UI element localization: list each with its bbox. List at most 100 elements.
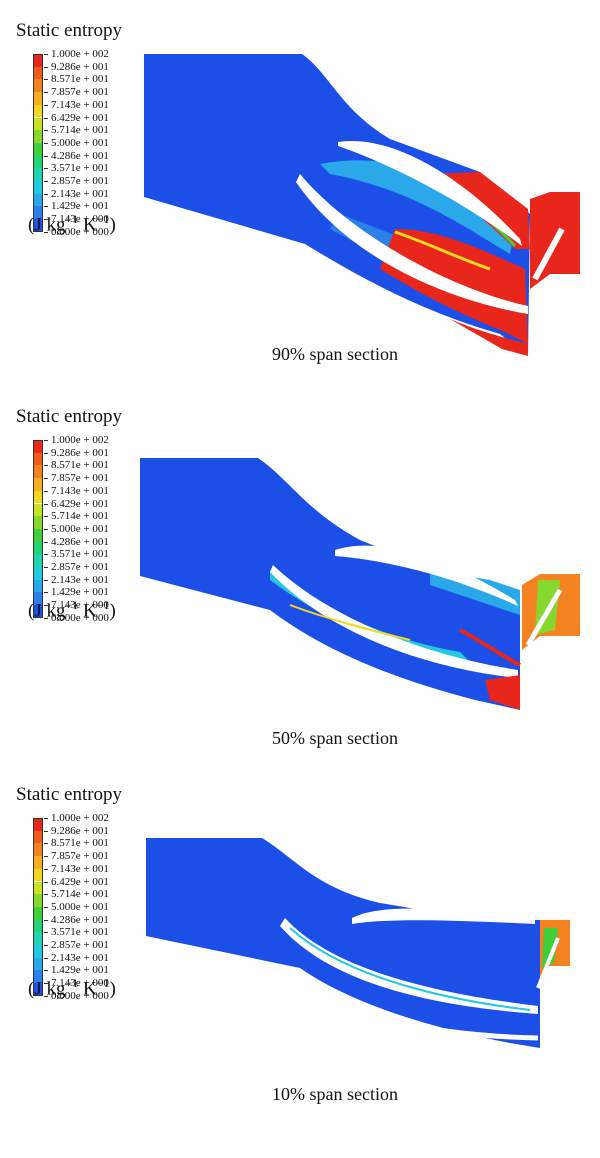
colorbar-tick-label: 3.571e + 001	[51, 926, 109, 939]
colorbar-swatch	[33, 193, 43, 207]
colorbar-tick	[44, 452, 48, 454]
colorbar-tick	[44, 117, 48, 119]
colorbar-swatch	[33, 490, 43, 504]
colorbar-tick-label: 5.714e + 001	[51, 888, 109, 901]
colorbar-tick	[44, 579, 48, 581]
colorbar-swatch	[33, 983, 43, 996]
colorbar-tick-label: 5.000e + 001	[51, 900, 109, 913]
colorbar-tick	[44, 970, 48, 972]
colorbar-tick-label: 4.286e + 001	[51, 913, 109, 926]
colorbar-tick-label: 7.857e + 001	[51, 86, 109, 99]
colorbar-tick-label: 7.143e + 001	[51, 484, 109, 497]
section-caption: 10% span section	[272, 1084, 398, 1104]
colorbar-tick	[44, 906, 48, 908]
colorbar-tick-label: 8.571e + 001	[51, 459, 109, 472]
colorbar-swatch	[33, 92, 43, 105]
colorbar-tick-label: 2.143e + 001	[51, 573, 109, 586]
colorbar-tick-label: 7.143e + 001	[51, 862, 109, 875]
blade-lower	[280, 918, 538, 1014]
blade-boundary-layer	[289, 927, 531, 1011]
colorbar-tick	[44, 66, 48, 68]
colorbar-swatch	[33, 503, 43, 517]
shear-layer	[394, 230, 491, 271]
colorbar-tick	[44, 592, 48, 594]
colorbar-swatch	[33, 54, 43, 67]
colorbar-tick-label: 9.286e + 001	[51, 446, 109, 459]
colorbar-tick	[44, 54, 48, 55]
colorbar-tick	[44, 983, 48, 985]
colorbar-tick	[44, 440, 48, 441]
colorbar-tick	[44, 881, 48, 883]
colorbar-swatch	[33, 142, 43, 156]
colorbar-tick-label: 4.286e + 001	[51, 149, 109, 162]
colorbar-swatch	[33, 117, 43, 131]
colorbar-tick	[44, 818, 48, 819]
colorbar-swatch	[33, 830, 43, 844]
colorbar-tick	[44, 617, 48, 619]
colorbar-swatch	[33, 541, 43, 555]
rotor-block-shade	[542, 928, 558, 968]
colorbar-swatch	[33, 818, 43, 831]
colorbar-swatch	[33, 868, 43, 882]
colorbar-swatch	[33, 932, 43, 945]
colorbar-tick-label: 5.714e + 001	[51, 510, 109, 523]
colorbar-tick	[44, 567, 48, 568]
colorbar-tick	[44, 219, 48, 221]
colorbar-tick	[44, 231, 48, 233]
contour-plot-50-span	[140, 458, 580, 710]
colorbar-tick-label: 1.429e + 001	[51, 200, 109, 213]
colorbar-tick-label: 6.429e + 001	[51, 111, 109, 124]
blade-upper	[335, 545, 518, 606]
colorbar-tick-label: 1.429e + 001	[51, 964, 109, 977]
colorbar-swatch	[33, 919, 43, 933]
section-caption: 90% span section	[272, 344, 398, 364]
rotor-blade	[532, 227, 565, 281]
wake-region-upper	[430, 570, 520, 615]
colorbar-tick-label: 1.000e + 002	[51, 434, 109, 446]
colorbar-tick	[44, 541, 48, 543]
colorbar-tick-label: 1.429e + 001	[51, 586, 109, 599]
colorbar-swatch	[33, 155, 43, 169]
colorbar-swatch	[33, 452, 43, 466]
colorbar-tick-label: 4.286e + 001	[51, 535, 109, 548]
colorbar-swatch	[33, 528, 43, 542]
colorbar-tick	[44, 155, 48, 157]
colorbar-tick	[44, 503, 48, 505]
colorbar-tick-label: 2.857e + 001	[51, 939, 109, 951]
colorbar-tick-label: 1.000e + 002	[51, 48, 109, 60]
panel-50-span: Static entropy 1.000e + 002 9.286e + 001 8…	[0, 400, 600, 780]
colorbar-tick-label: 6.429e + 001	[51, 875, 109, 888]
colorbar-swatch	[33, 856, 43, 869]
colorbar-tick-label: 8.571e + 001	[51, 837, 109, 850]
colorbar-tick	[44, 130, 48, 132]
colorbar-swatch	[33, 970, 43, 984]
contour-plot-90-span	[144, 54, 580, 356]
colorbar-tick	[44, 516, 48, 518]
colorbar-swatch	[33, 592, 43, 606]
colorbar-tick	[44, 856, 48, 858]
colorbar-tick-label: 7.857e + 001	[51, 472, 109, 485]
colorbar-tick-label: 6.429e + 001	[51, 497, 109, 510]
colorbar-swatch	[33, 478, 43, 491]
high-entropy-streak	[459, 628, 521, 667]
colorbar-tick	[44, 478, 48, 480]
panel-90-span: Static entropy 1.000e + 002 9.286e + 001 8…	[0, 14, 600, 394]
colorbar-swatch	[33, 957, 43, 971]
colorbar-frame	[33, 440, 43, 618]
colorbar-tick	[44, 830, 48, 832]
colorbar-swatch	[33, 894, 43, 907]
colorbar-tick-label: 5.714e + 001	[51, 124, 109, 137]
contour-plot-10-span	[146, 838, 570, 1048]
colorbar-tick-label: 7.143e + 000	[51, 599, 109, 612]
colorbar-tick	[44, 932, 48, 934]
colorbar-tick-label: 2.857e + 001	[51, 561, 109, 573]
section-caption: 50% span section	[272, 728, 398, 748]
colorbar-swatch	[33, 579, 43, 593]
colorbar-tick-label: 3.571e + 001	[51, 548, 109, 561]
shear-layer	[289, 604, 411, 641]
colorbar-frame	[33, 54, 43, 232]
colorbar-tick	[44, 843, 48, 845]
blade-upper	[352, 908, 535, 924]
colorbar-tick-label: 0.000e + 000	[51, 989, 109, 1002]
colorbar-swatch	[33, 440, 43, 453]
